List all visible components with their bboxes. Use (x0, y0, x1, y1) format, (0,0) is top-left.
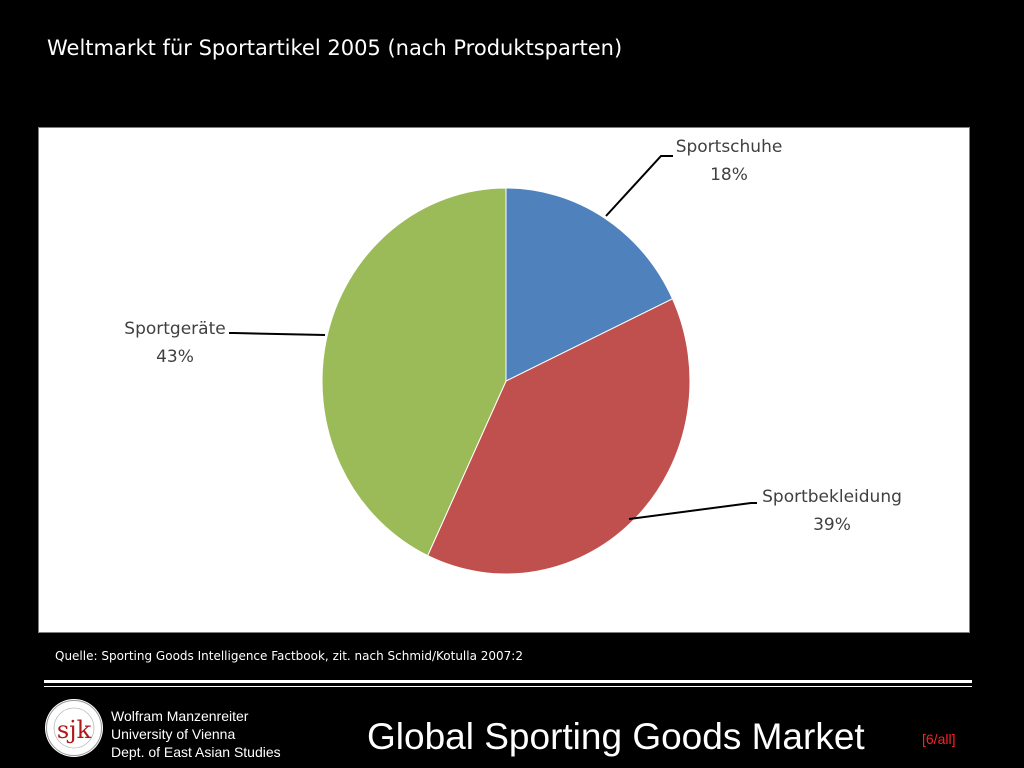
slice-value-1: 18% (710, 165, 748, 185)
leader-line-2 (628, 502, 757, 520)
logo-text: sjk (57, 716, 92, 744)
leader-line-3 (229, 332, 326, 336)
pie-chart: Sportschuhe 18% Sportbekleidung 39% Sportger… (124, 137, 902, 575)
slice-label-2: Sportbekleidung (762, 487, 902, 507)
page-reference: [6/all] (922, 731, 956, 747)
chart-panel: Sportschuhe 18% Sportbekleidung 39% Sportger… (38, 127, 970, 633)
author-department: Dept. of East Asian Studies (111, 744, 281, 760)
footer-divider (44, 680, 972, 683)
slice-label-1: Sportschuhe (676, 137, 783, 157)
author-university: University of Vienna (111, 726, 236, 742)
institute-logo-icon: sjk (45, 699, 103, 757)
pie-slice-3 (321, 187, 507, 557)
leader-line-1 (605, 155, 673, 217)
pie-slice-1 (505, 187, 674, 382)
slice-value-3: 43% (156, 347, 194, 367)
footer-divider-thin (44, 686, 972, 687)
footer-title: Global Sporting Goods Market (367, 716, 865, 757)
author-name: Wolfram Manzenreiter (111, 708, 249, 724)
source-note: Quelle: Sporting Goods Intelligence Fact… (55, 649, 523, 663)
author-block: Wolfram Manzenreiter University of Vienn… (111, 707, 281, 761)
slice-label-3: Sportgeräte (124, 319, 225, 339)
slide-title: Weltmarkt für Sportartikel 2005 (nach Pr… (47, 36, 623, 60)
slice-value-2: 39% (813, 515, 851, 535)
